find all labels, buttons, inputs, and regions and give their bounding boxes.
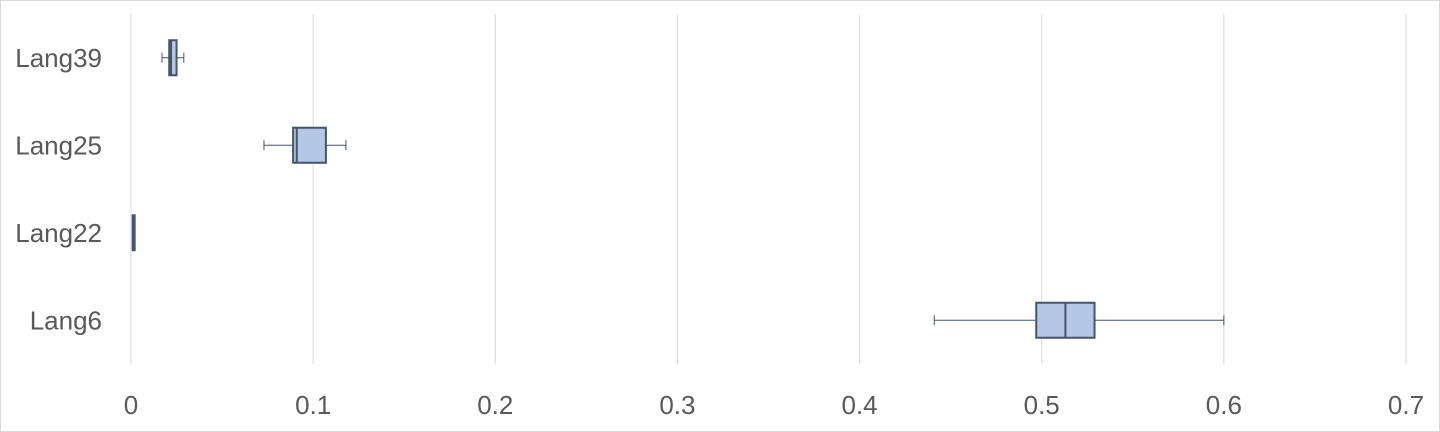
x-axis-tick-labels: 0 0.1 0.2 0.3 0.4 0.5 0.6 0.7 (124, 390, 1424, 420)
x-tick-label: 0.4 (841, 390, 877, 420)
category-label: Lang25 (15, 130, 102, 160)
x-tick-label: 0 (124, 390, 138, 420)
box-lang6 (933, 301, 1225, 339)
category-labels: Lang39 Lang25 Lang22 Lang6 (15, 43, 102, 336)
x-tick-label: 0.3 (659, 390, 695, 420)
x-tick-label: 0.7 (1388, 390, 1424, 420)
box-lang22 (131, 214, 136, 252)
x-tick-label: 0.5 (1024, 390, 1060, 420)
box-iqr (168, 39, 178, 77)
gridlines (130, 14, 1407, 364)
category-label: Lang22 (15, 218, 102, 248)
box-series (131, 39, 1225, 339)
box-iqr (292, 126, 327, 164)
category-label: Lang6 (30, 305, 102, 335)
x-tick-label: 0.1 (295, 390, 331, 420)
x-tick-label: 0.6 (1206, 390, 1242, 420)
category-label: Lang39 (15, 43, 102, 73)
box-lang39 (161, 39, 185, 77)
x-tick-label: 0.2 (477, 390, 513, 420)
box-lang25 (263, 126, 347, 164)
